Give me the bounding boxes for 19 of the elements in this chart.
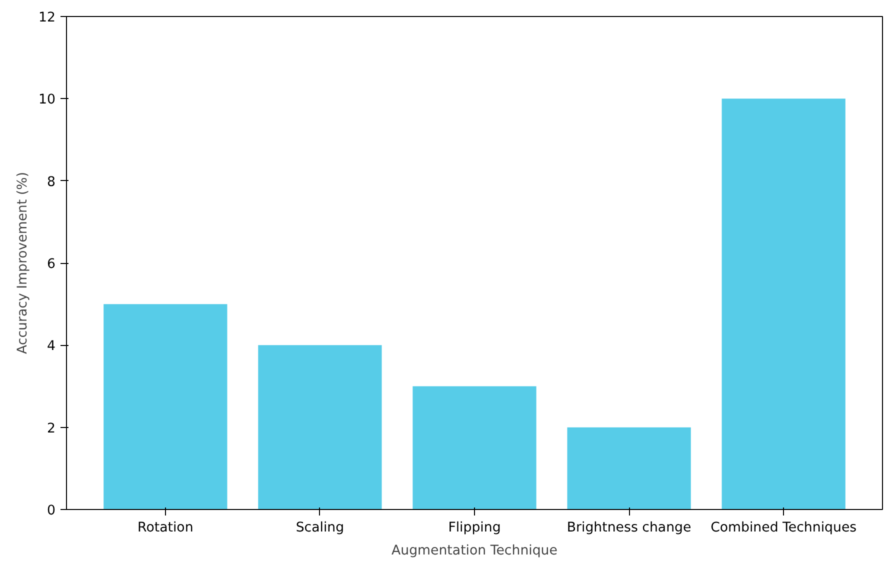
bar (258, 345, 382, 510)
x-tick-label: Brightness change (566, 520, 692, 536)
bar (567, 427, 691, 510)
y-tick-label: 0 (47, 504, 56, 518)
x-tick-label: Flipping (448, 520, 501, 536)
y-tick-label: 8 (47, 174, 56, 190)
y-tick-label: 2 (47, 421, 56, 436)
y-tick-label: 12 (38, 10, 56, 26)
x-tick-label: Combined Techniques (710, 520, 857, 536)
y-axis-title: Accuracy Improvement (%) (16, 172, 31, 354)
bar (722, 98, 846, 510)
x-tick-label: Scaling (296, 520, 344, 536)
x-axis-title: Augmentation Technique (392, 544, 558, 558)
y-tick-label: 6 (47, 257, 56, 272)
bar (412, 386, 536, 510)
x-tick-label: Rotation (138, 520, 194, 536)
y-tick-label: 4 (47, 339, 56, 354)
y-tick-label: 10 (38, 92, 56, 108)
bar (104, 304, 228, 510)
